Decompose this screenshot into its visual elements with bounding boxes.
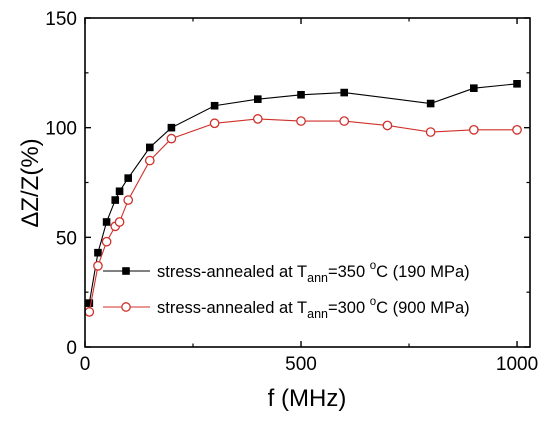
series-2 bbox=[84, 114, 522, 317]
series-2-point bbox=[114, 217, 125, 227]
series-2-point bbox=[84, 307, 95, 317]
series-2-point bbox=[382, 120, 393, 131]
series-1-point bbox=[111, 196, 120, 204]
series-2-point bbox=[209, 118, 220, 129]
series-1-point bbox=[254, 95, 262, 103]
series-2-point bbox=[512, 125, 522, 135]
series-1-point bbox=[94, 248, 102, 257]
series-2-point bbox=[468, 125, 479, 135]
legend-label: stress-annealed at Tann=300 oC (900 MPa) bbox=[157, 296, 470, 321]
legend-marker bbox=[122, 267, 130, 275]
series-2-point bbox=[252, 114, 263, 124]
series-2-point bbox=[166, 133, 177, 144]
y-tick-label-100: 100 bbox=[45, 119, 77, 140]
y-tick-label-0: 0 bbox=[66, 338, 77, 359]
x-tick-label-0: 0 bbox=[80, 354, 91, 375]
series-1-point bbox=[146, 143, 154, 152]
series-2-point bbox=[144, 155, 155, 166]
series-2-point bbox=[101, 236, 112, 247]
legend-label: stress-annealed at Tann=350 oC (190 MPa) bbox=[157, 260, 470, 285]
y-tick-label-50: 50 bbox=[56, 228, 77, 249]
series-2-point bbox=[93, 260, 103, 271]
series-1-point bbox=[470, 84, 478, 92]
y-axis-title: ΔZ/Z(%) bbox=[17, 138, 44, 227]
x-tick-label-500: 500 bbox=[285, 354, 317, 375]
series-2-point bbox=[123, 195, 134, 205]
legend-marker bbox=[121, 302, 131, 312]
series-1-point bbox=[297, 90, 305, 99]
axes: 0 500 1000 0 50 100 150 bbox=[45, 9, 538, 375]
legend-entry-1: stress-annealed at Tann=350 oC (190 MPa) bbox=[103, 260, 470, 285]
series-2-point bbox=[425, 127, 436, 137]
legend: stress-annealed at Tann=350 oC (190 MPa)… bbox=[103, 260, 470, 321]
series-2-line bbox=[88, 118, 518, 313]
series-1-point bbox=[85, 299, 94, 307]
x-tick-label-1000: 1000 bbox=[496, 354, 538, 375]
x-axis-title: f (MHz) bbox=[268, 385, 347, 412]
series-1-point bbox=[102, 218, 111, 226]
series-2-point bbox=[296, 116, 306, 126]
legend-entry-2: stress-annealed at Tann=300 oC (900 MPa) bbox=[103, 296, 470, 321]
series-1-point bbox=[210, 101, 219, 110]
series-1-point bbox=[115, 187, 124, 196]
series-1-point bbox=[426, 99, 435, 108]
series-1-point bbox=[513, 80, 521, 88]
series-1 bbox=[85, 80, 521, 307]
series-2-point bbox=[339, 116, 350, 126]
series-1-point bbox=[167, 123, 176, 132]
series-1-point bbox=[124, 174, 133, 182]
plot-frame bbox=[84, 17, 531, 348]
series-1-point bbox=[340, 88, 349, 97]
y-tick-label-150: 150 bbox=[45, 9, 77, 30]
plot-marks bbox=[84, 80, 522, 317]
